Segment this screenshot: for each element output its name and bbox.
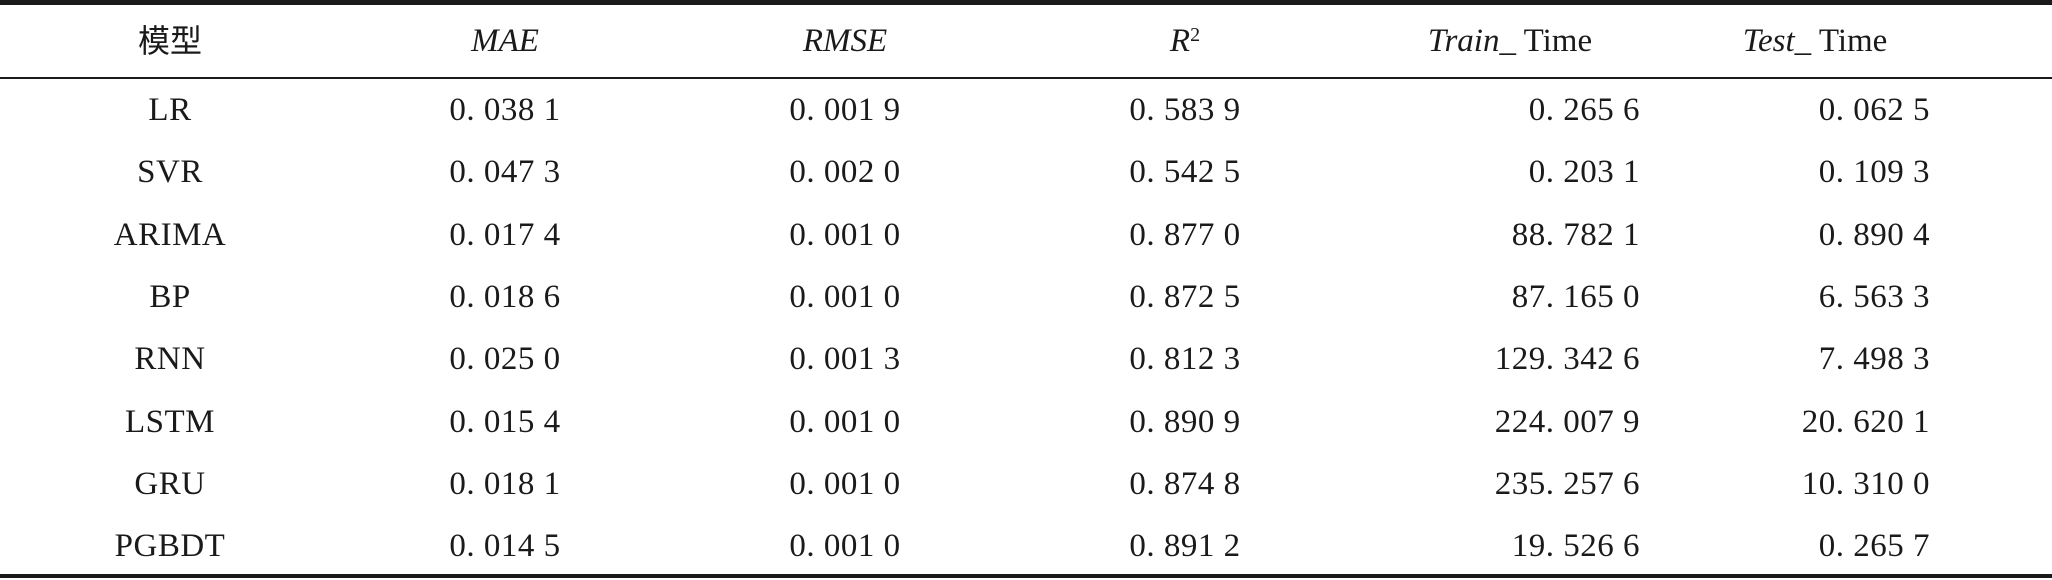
cell-train: 87. 165 0 [1511, 278, 1640, 315]
table-row: SVR 0. 047 3 0. 002 0 0. 542 5 0. 203 1 0. 10… [0, 141, 2052, 203]
header-mae: MAE [471, 23, 539, 59]
cell-rmse: 0. 001 0 [789, 216, 901, 253]
table-header-rule [0, 77, 2052, 79]
cell-model: PGBDT [114, 528, 226, 565]
cell-model: RNN [134, 341, 206, 378]
table-row: ARIMA 0. 017 4 0. 001 0 0. 877 0 88. 782 1 0.… [0, 204, 2052, 266]
cell-r2: 0. 877 0 [1129, 216, 1241, 253]
cell-test: 20. 620 1 [1801, 403, 1930, 440]
table-row: LSTM 0. 015 4 0. 001 0 0. 890 9 224. 007 9 20… [0, 391, 2052, 453]
cell-mae: 0. 025 0 [449, 341, 561, 378]
cell-mae: 0. 015 4 [449, 403, 561, 440]
cell-train: 19. 526 6 [1511, 528, 1640, 565]
cell-r2: 0. 890 9 [1129, 403, 1241, 440]
header-r2-superscript: 2 [1190, 24, 1201, 46]
cell-test: 0. 062 5 [1818, 92, 1930, 128]
table-row: PGBDT 0. 014 5 0. 001 0 0. 891 2 19. 526 6 0.… [0, 515, 2052, 577]
cell-train: 88. 782 1 [1511, 216, 1640, 253]
header-train-label: Train_ [1427, 23, 1516, 59]
cell-r2: 0. 542 5 [1129, 154, 1241, 191]
cell-train: 224. 007 9 [1494, 403, 1640, 440]
cell-rmse: 0. 001 3 [789, 341, 901, 378]
cell-test: 0. 109 3 [1818, 154, 1930, 191]
cell-model: ARIMA [113, 216, 227, 253]
cell-train: 0. 265 6 [1528, 92, 1640, 128]
table-row: GRU 0. 018 1 0. 001 0 0. 874 8 235. 257 6 10.… [0, 453, 2052, 515]
table-row: RNN 0. 025 0 0. 001 3 0. 812 3 129. 342 6 7. … [0, 328, 2052, 390]
cell-model: SVR [137, 154, 203, 191]
cell-test: 7. 498 3 [1818, 341, 1930, 378]
cell-test: 6. 563 3 [1818, 278, 1930, 315]
header-train-time: Train_ Time [1380, 5, 1640, 77]
table-header-row: 模型 MAE RMSE R2 Train_ Time Test_ Time [0, 5, 2052, 67]
cell-rmse: 0. 001 0 [789, 278, 901, 315]
cell-r2: 0. 891 2 [1129, 528, 1241, 565]
table-bottom-rule [0, 574, 2052, 578]
cell-model: GRU [134, 465, 206, 502]
cell-r2: 0. 583 9 [1129, 92, 1241, 128]
cell-mae: 0. 018 6 [449, 278, 561, 315]
cell-rmse: 0. 001 0 [789, 403, 901, 440]
cell-model: LSTM [124, 403, 215, 440]
cell-rmse: 0. 001 0 [789, 528, 901, 565]
cell-test: 10. 310 0 [1801, 465, 1930, 502]
header-test-label: Test_ [1742, 23, 1812, 59]
header-test-time-word: Time [1811, 23, 1888, 59]
cell-r2: 0. 812 3 [1129, 341, 1241, 378]
cell-model: LR [148, 92, 192, 128]
cell-train: 235. 257 6 [1494, 465, 1640, 502]
header-r2: R2 [1060, 5, 1310, 77]
header-test-time: Test_ Time [1700, 5, 1930, 77]
cell-rmse: 0. 002 0 [789, 154, 901, 191]
table-top-rule [0, 0, 2052, 5]
header-train-time-word: Time [1515, 23, 1593, 59]
cell-r2: 0. 874 8 [1129, 465, 1241, 502]
table-row: LR 0. 038 1 0. 001 9 0. 583 9 0. 265 6 0. 062… [0, 79, 2052, 141]
header-model: 模型 [137, 22, 202, 60]
cell-rmse: 0. 001 9 [789, 92, 901, 128]
table-row: BP 0. 018 6 0. 001 0 0. 872 5 87. 165 0 6. 56… [0, 266, 2052, 328]
cell-train: 0. 203 1 [1528, 154, 1640, 191]
header-r2-base: R [1169, 23, 1191, 59]
cell-mae: 0. 018 1 [449, 465, 561, 502]
cell-model: BP [149, 278, 191, 315]
cell-mae: 0. 017 4 [449, 216, 561, 253]
cell-mae: 0. 047 3 [449, 154, 561, 191]
header-rmse: RMSE [802, 23, 888, 59]
cell-mae: 0. 014 5 [449, 528, 561, 565]
cell-rmse: 0. 001 0 [789, 465, 901, 502]
cell-r2: 0. 872 5 [1129, 278, 1241, 315]
cell-mae: 0. 038 1 [449, 92, 561, 128]
cell-train: 129. 342 6 [1494, 341, 1640, 378]
cell-test: 0. 890 4 [1818, 216, 1930, 253]
cell-test: 0. 265 7 [1818, 528, 1930, 565]
